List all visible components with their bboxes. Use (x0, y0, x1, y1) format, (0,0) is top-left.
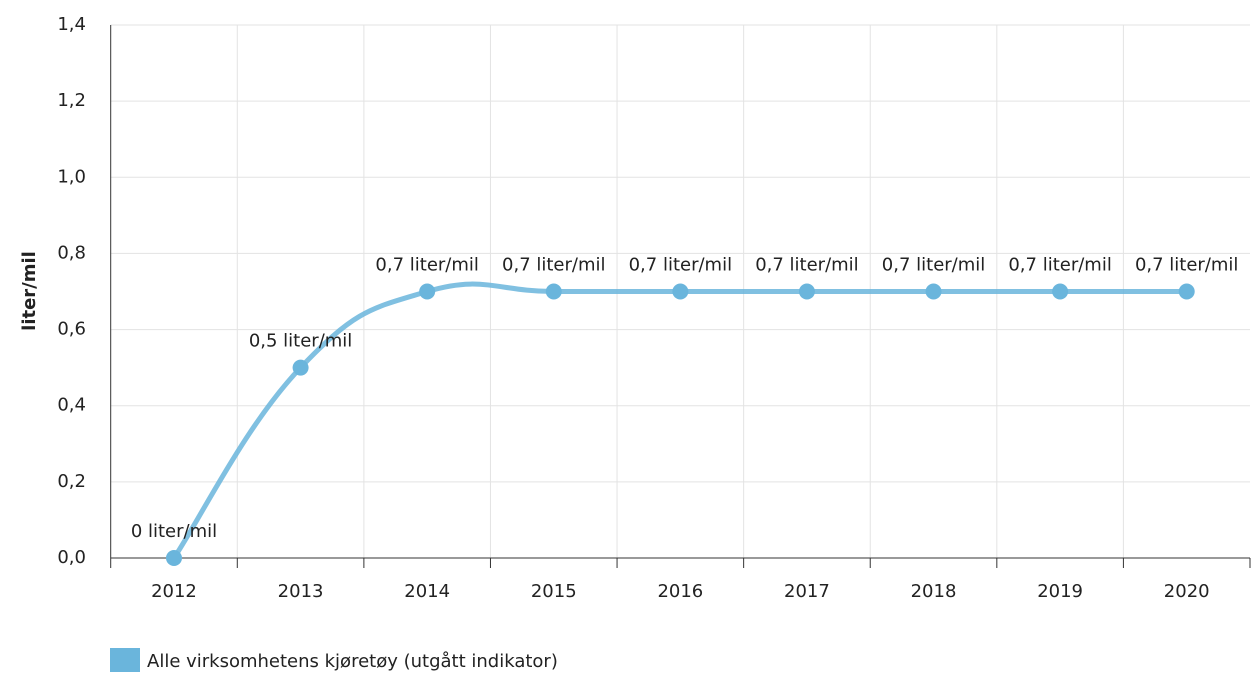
data-label: 0,7 liter/mil (375, 255, 478, 276)
y-tick-label: 0,2 (57, 471, 86, 492)
data-point (672, 283, 689, 300)
data-point (798, 283, 815, 300)
data-label: 0,5 liter/mil (249, 331, 352, 352)
data-point (1052, 283, 1069, 300)
data-point (419, 283, 436, 300)
y-tick-label: 0,4 (57, 395, 86, 416)
x-tick-label: 2018 (911, 581, 957, 602)
data-point (545, 283, 562, 300)
data-label: 0,7 liter/mil (629, 255, 732, 276)
y-tick-label: 0,0 (57, 547, 86, 568)
y-tick-label: 0,8 (57, 242, 86, 263)
x-tick-label: 2013 (278, 581, 324, 602)
x-tick-label: 2012 (151, 581, 197, 602)
data-label: 0,7 liter/mil (882, 255, 985, 276)
x-tick-label: 2014 (404, 581, 450, 602)
y-tick-label: 1,0 (57, 166, 86, 187)
data-label: 0 liter/mil (131, 521, 217, 542)
series-line (171, 281, 1190, 561)
y-tick-label: 0,6 (57, 319, 86, 340)
x-tick-label: 2017 (784, 581, 830, 602)
legend-label: Alle virksomhetens kjøretøy (utgått indi… (147, 651, 558, 672)
x-tick-label: 2019 (1037, 581, 1083, 602)
data-label: 0,7 liter/mil (1135, 255, 1238, 276)
y-axis-title: liter/mil (19, 251, 40, 331)
legend-swatch (110, 648, 140, 672)
data-point (925, 283, 942, 300)
x-tick-label: 2020 (1164, 581, 1210, 602)
data-point (1178, 283, 1195, 300)
data-label: 0,7 liter/mil (1008, 255, 1111, 276)
data-label: 0,7 liter/mil (755, 255, 858, 276)
x-tick-label: 2015 (531, 581, 577, 602)
data-label: 0,7 liter/mil (502, 255, 605, 276)
x-tick-label: 2016 (657, 581, 703, 602)
y-tick-label: 1,4 (57, 14, 86, 35)
data-point (292, 359, 309, 376)
data-point (165, 550, 182, 566)
y-tick-label: 1,2 (57, 90, 86, 111)
